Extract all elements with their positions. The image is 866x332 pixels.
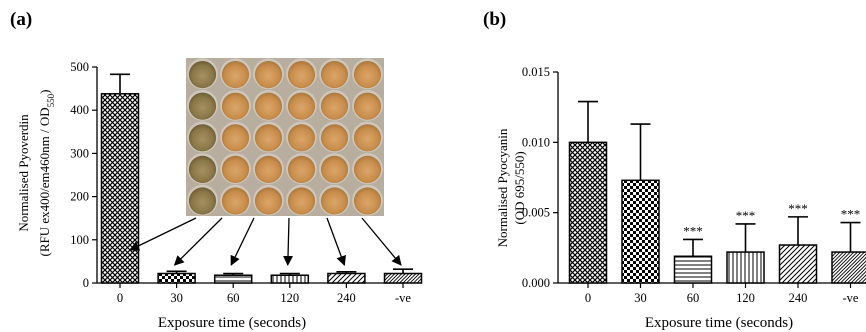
inset-arrows [129, 217, 402, 266]
well [254, 92, 283, 120]
well [353, 124, 382, 152]
panel-a-bar-240 [327, 272, 366, 284]
well [287, 61, 316, 89]
well [353, 92, 382, 120]
panel-a-ylabel-end: ) [37, 90, 52, 94]
panel-b-x-tick-label: 30 [634, 291, 647, 305]
panel-a-x-tick-label: 30 [170, 291, 183, 305]
well [188, 124, 217, 152]
well [320, 61, 349, 89]
panel-a-ylabel-sub: 550 [46, 93, 56, 107]
inset-arrow-240 [326, 217, 346, 266]
panel-a-x-tick-label: 0 [117, 291, 123, 305]
well [353, 187, 382, 215]
well [188, 92, 217, 120]
well [320, 155, 349, 183]
well [254, 61, 283, 89]
panel-a-bar-30 [157, 272, 196, 284]
panel-a-chart: 0 100 200 300 400 500 0 30 60 120 240 -ve [70, 60, 423, 305]
panel-a-xlabel: Exposure time (seconds) [158, 315, 306, 331]
well [221, 61, 250, 89]
panel-b-xlabel: Exposure time (seconds) [645, 315, 793, 331]
panel-b-bar-60 [673, 255, 713, 284]
panel-b-significance: *** [788, 201, 808, 216]
inset-arrow-0 [129, 217, 197, 251]
panel-a-bar-60 [213, 274, 253, 284]
panel-b-y-tick-label: 0.005 [522, 206, 550, 220]
well [188, 187, 217, 215]
panel-b-bar--ve [831, 251, 866, 284]
well [320, 92, 349, 120]
panel-a-label: (a) [10, 9, 32, 30]
panel-b-y-tick-label: 0.000 [522, 276, 550, 290]
inset-arrow--ve [361, 217, 402, 266]
panel-a-ylabel-line1: Normalised Pyoverdin [16, 114, 31, 232]
well [353, 155, 382, 183]
well [287, 124, 316, 152]
panel-b-bar-30 [621, 179, 660, 284]
panel-b-y-tick-label: 0.010 [522, 135, 550, 149]
panel-b-ylabel-line1: Normalised Pyocyanin [495, 128, 510, 247]
panel-a-y-tick-label: 400 [70, 103, 89, 117]
panel-b-bar-120 [726, 251, 765, 284]
well [221, 124, 250, 152]
well [254, 124, 283, 152]
panel-a-ylabel-line2: (RFU ex400/em460nm / OD550) [37, 90, 56, 257]
well [221, 155, 250, 183]
panel-a-x-tick-label: 240 [337, 291, 356, 305]
well [188, 61, 217, 89]
well [221, 187, 250, 215]
panel-b-x-tick-label: 120 [736, 291, 755, 305]
panel-b-x-tick-label: -ve [843, 291, 859, 305]
panel-b-significance: *** [841, 207, 861, 222]
well-plate [186, 58, 384, 216]
panel-a-y-tick-label: 100 [70, 233, 89, 247]
panel-a-y-tick-label: 0 [83, 276, 89, 290]
panel-a-bar-120 [270, 274, 310, 284]
panel-a-x-tick-label: 60 [227, 291, 240, 305]
panel-b-significance: *** [683, 223, 703, 238]
panel-b-x-tick-label: 60 [687, 291, 700, 305]
well [320, 187, 349, 215]
panel-b-x-tick-label: 240 [789, 291, 808, 305]
well [353, 61, 382, 89]
panel-b-ylabel-line2: (OD 695/550) [512, 151, 527, 224]
panel-b-bar-240 [778, 244, 818, 284]
panel-b-label: (b) [483, 9, 506, 30]
panel-a-ylabel-main: (RFU ex400/em460nm / OD [37, 107, 52, 256]
well [188, 155, 217, 183]
well [287, 187, 316, 215]
panel-a-bar--ve [383, 272, 423, 284]
inset-arrow-120 [283, 217, 294, 266]
well [320, 124, 349, 152]
panel-a-y-tick-label: 300 [70, 146, 89, 160]
panel-a-bar-0 [100, 93, 140, 284]
panel-b-significance: *** [736, 208, 756, 223]
panel-b-y-tick-label: 0.015 [522, 65, 550, 79]
panel-a-x-tick-label: 120 [280, 291, 299, 305]
panel-a-y-tick-label: 500 [70, 60, 89, 74]
panel-b-x-tick-label: 0 [585, 291, 591, 305]
panel-b-chart: 0.000 0.005 0.010 0.015 0 30 60 *** 120 *** 240 ***… [522, 65, 866, 305]
inset-arrow-60 [230, 217, 255, 266]
well [254, 187, 283, 215]
well [287, 155, 316, 183]
panel-a-y-tick-label: 200 [70, 190, 89, 204]
well-plate-photo [186, 58, 384, 216]
well [287, 92, 316, 120]
well [254, 155, 283, 183]
panel-b-bar-0 [568, 141, 608, 284]
panel-a-x-tick-label: -ve [395, 291, 411, 305]
well [221, 92, 250, 120]
inset-arrow-30 [173, 217, 223, 266]
